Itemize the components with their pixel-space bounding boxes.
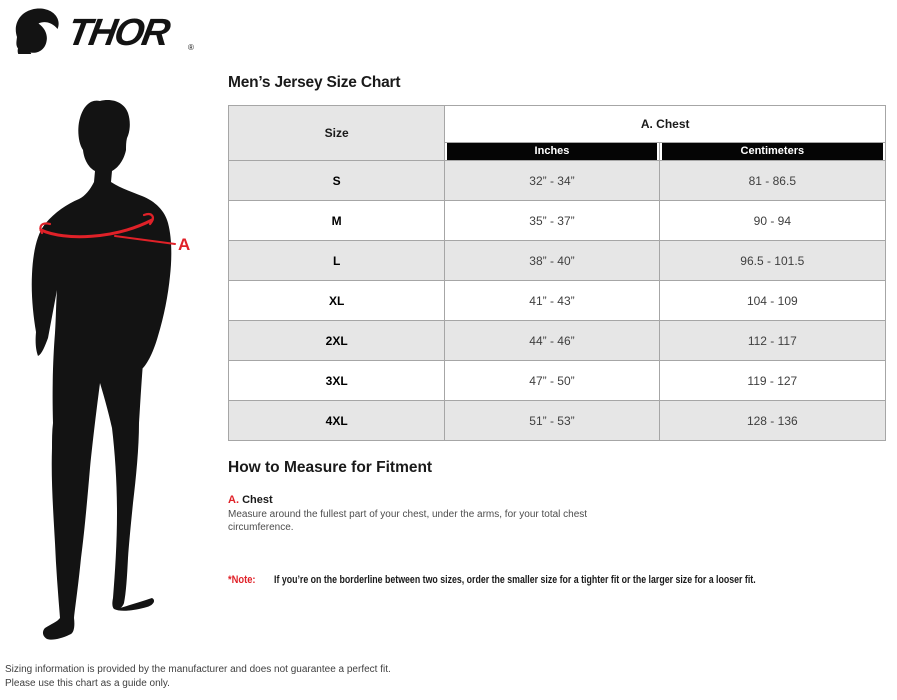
chest-arrow-label: A bbox=[178, 235, 190, 254]
table-row: S 32” - 34” 81 - 86.5 bbox=[229, 161, 886, 201]
thor-goat-icon bbox=[15, 8, 59, 54]
inches-cell: 32” - 34” bbox=[445, 161, 660, 201]
footer-disclaimer: Sizing information is provided by the ma… bbox=[5, 663, 391, 691]
table-row: M 35” - 37” 90 - 94 bbox=[229, 201, 886, 241]
column-header-chest: A. Chest bbox=[445, 106, 886, 143]
inches-cell: 44” - 46” bbox=[445, 321, 660, 361]
centimeters-cell: 119 - 127 bbox=[659, 361, 886, 401]
size-cell: L bbox=[229, 241, 446, 281]
centimeters-cell: 90 - 94 bbox=[659, 201, 886, 241]
chest-measurement-arrow bbox=[39, 213, 176, 245]
thor-wordmark: THOR bbox=[64, 11, 173, 54]
footer-line-1: Sizing information is provided by the ma… bbox=[5, 664, 391, 675]
inches-cell: 51” - 53” bbox=[445, 401, 660, 441]
male-silhouette bbox=[31, 100, 172, 640]
centimeters-cell: 104 - 109 bbox=[659, 281, 886, 321]
centimeters-cell: 96.5 - 101.5 bbox=[659, 241, 886, 281]
table-subheader-row: Inches Centimeters bbox=[229, 143, 886, 161]
size-cell: 3XL bbox=[229, 361, 446, 401]
footer-line-2: Please use this chart as a guide only. bbox=[5, 678, 170, 689]
sizing-note: *Note: If you’re on the borderline betwee… bbox=[228, 570, 876, 588]
table-row: 4XL 51” - 53” 128 - 136 bbox=[229, 401, 886, 441]
subheader-inches-cell: Inches bbox=[445, 143, 660, 161]
subheader-centimeters: Centimeters bbox=[661, 143, 883, 160]
centimeters-cell: 112 - 117 bbox=[659, 321, 886, 361]
column-header-size: Size bbox=[229, 106, 446, 161]
table-row: 3XL 47” - 50” 119 - 127 bbox=[229, 361, 886, 401]
size-cell: S bbox=[229, 161, 446, 201]
table-header-row: Size A. Chest bbox=[229, 106, 886, 161]
inches-cell: 38” - 40” bbox=[445, 241, 660, 281]
inches-cell: 47” - 50” bbox=[445, 361, 660, 401]
note-text: If you’re on the borderline between two … bbox=[274, 574, 757, 586]
size-cell: 2XL bbox=[229, 321, 446, 361]
male-silhouette-figure: A bbox=[31, 100, 190, 640]
table-row: L 38” - 40” 96.5 - 101.5 bbox=[229, 241, 886, 281]
size-cell: M bbox=[229, 201, 446, 241]
measure-heading: How to Measure for Fitment bbox=[228, 459, 433, 476]
measure-item-chest: A. Chest bbox=[228, 494, 273, 506]
size-cell: XL bbox=[229, 281, 446, 321]
size-cell: 4XL bbox=[229, 401, 446, 441]
note-label: *Note: bbox=[228, 574, 256, 586]
inches-cell: 35” - 37” bbox=[445, 201, 660, 241]
centimeters-cell: 128 - 136 bbox=[659, 401, 886, 441]
measure-description: Measure around the fullest part of your … bbox=[228, 509, 588, 533]
thor-logo: THOR ® bbox=[15, 8, 194, 54]
table-row: XL 41” - 43” 104 - 109 bbox=[229, 281, 886, 321]
measure-name: Chest bbox=[242, 494, 273, 506]
inches-cell: 41” - 43” bbox=[445, 281, 660, 321]
table-row: 2XL 44” - 46” 112 - 117 bbox=[229, 321, 886, 361]
centimeters-cell: 81 - 86.5 bbox=[659, 161, 886, 201]
subheader-inches: Inches bbox=[447, 143, 657, 160]
subheader-centimeters-cell: Centimeters bbox=[659, 143, 886, 161]
registered-mark: ® bbox=[188, 43, 194, 52]
measure-key: A. bbox=[228, 494, 239, 506]
size-chart-table: Size A. Chest Inches Centimeters S 32” -… bbox=[228, 105, 886, 441]
size-chart-title: Men’s Jersey Size Chart bbox=[228, 74, 401, 91]
